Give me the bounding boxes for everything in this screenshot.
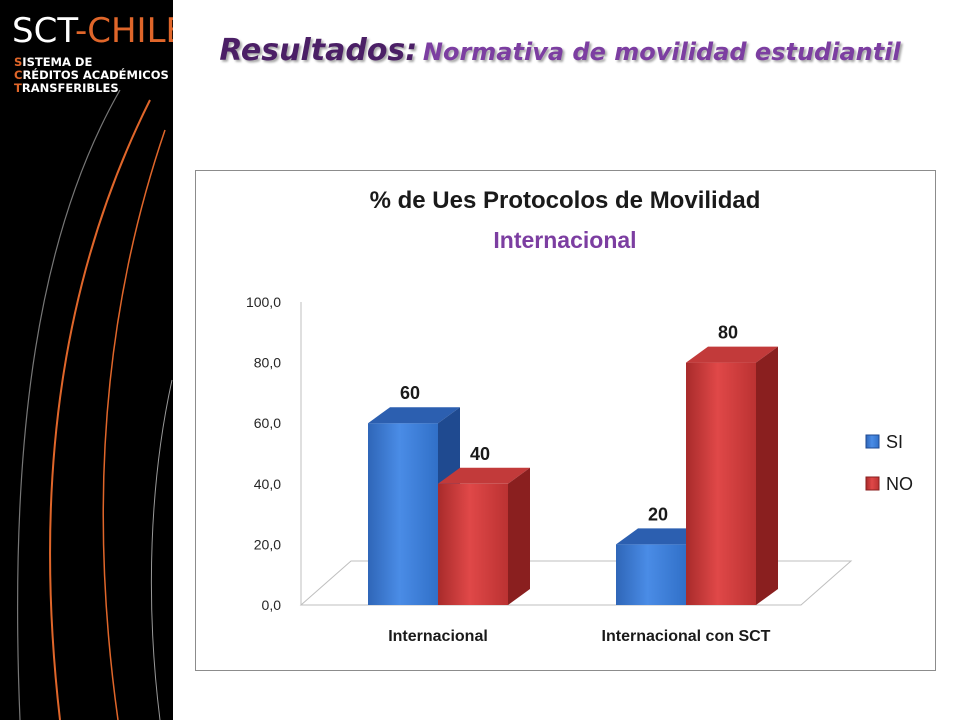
bar-chart: % de Ues Protocolos de Movilidad Interna… <box>246 187 913 645</box>
chart-subtitle: Internacional <box>493 227 636 253</box>
legend-label-si: SI <box>886 432 903 452</box>
legend-label-no: NO <box>886 474 913 494</box>
x-category-label: Internacional <box>388 628 488 645</box>
data-label: 80 <box>718 323 738 343</box>
slide-title-rest: Normativa de movilidad estudiantil <box>422 38 901 66</box>
bar-no-0 <box>438 483 508 605</box>
chart-container: % de Ues Protocolos de Movilidad Interna… <box>195 170 936 671</box>
bar-si-1 <box>616 544 686 605</box>
bar-top-si-0 <box>368 407 460 424</box>
legend-swatch-si <box>865 434 880 449</box>
slide-title-lead: Resultados: <box>219 33 418 68</box>
legend: SI NO <box>865 432 913 494</box>
legend-swatch-no <box>865 476 880 491</box>
data-label: 40 <box>470 444 490 464</box>
y-tick-label: 0,0 <box>262 597 282 613</box>
decorative-curves <box>17 89 173 720</box>
bar-top-si-1 <box>616 528 708 545</box>
x-category-label: Internacional con SCT <box>602 628 771 645</box>
logo-subtitle: SISTEMA DE CRÉDITOS ACADÉMICOS TRANSFERI… <box>14 55 169 95</box>
y-tick-label: 100,0 <box>246 294 281 310</box>
bar-si-0 <box>368 423 438 605</box>
chart-title: % de Ues Protocolos de Movilidad <box>370 187 761 214</box>
y-tick-label: 20,0 <box>254 536 281 552</box>
data-label: 60 <box>400 383 420 403</box>
bar-no-1 <box>686 362 756 605</box>
bar-side-no-0 <box>508 467 530 605</box>
bar-side-no-1 <box>756 346 778 605</box>
sidebar: SCT-CHILE SISTEMA DE CRÉDITOS ACADÉMICOS… <box>0 0 173 720</box>
data-label: 20 <box>648 504 668 524</box>
y-tick-label: 40,0 <box>254 476 281 492</box>
slide-title: Resultados: Normativa de movilidad estud… <box>200 32 920 70</box>
bar-top-no-0 <box>438 467 530 484</box>
y-tick-label: 60,0 <box>254 415 281 431</box>
logo: SCT-CHILE <box>12 11 173 51</box>
bars: 60 40 20 80 <box>368 323 778 605</box>
bar-top-no-1 <box>686 346 778 363</box>
y-tick-label: 80,0 <box>254 355 281 371</box>
